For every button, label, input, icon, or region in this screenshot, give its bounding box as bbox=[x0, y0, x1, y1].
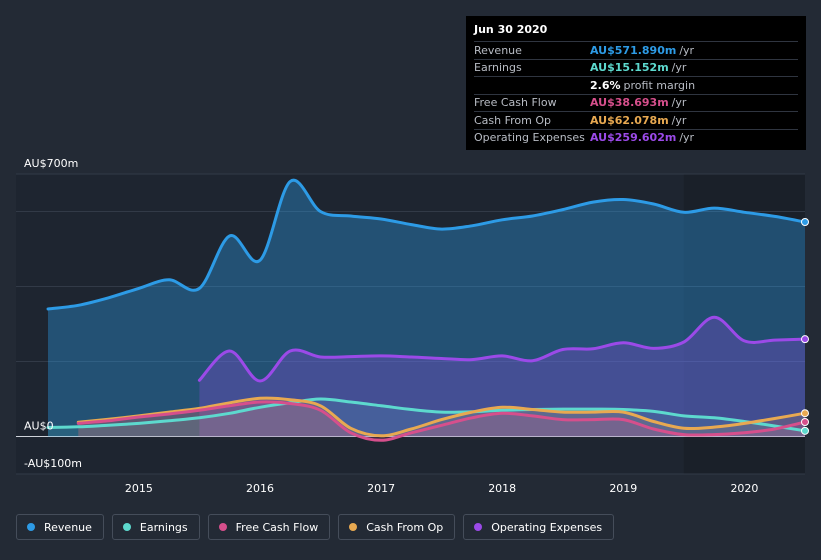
tooltip-unit: /yr bbox=[671, 61, 687, 75]
tooltip-row-free-cash-flow: Free Cash Flow AU$38.693m /yr bbox=[474, 93, 798, 112]
tooltip-panel: Jun 30 2020 Revenue AU$571.890m /yr Earn… bbox=[466, 16, 806, 150]
x-axis-tick-label: 2018 bbox=[488, 482, 516, 495]
x-axis-tick-label: 2019 bbox=[609, 482, 637, 495]
tooltip-value: AU$38.693m bbox=[590, 96, 669, 110]
revenue-line bbox=[46, 178, 807, 311]
revenue-end-point bbox=[801, 218, 809, 226]
series-lines bbox=[46, 178, 807, 442]
tooltip-value: AU$571.890m bbox=[590, 43, 677, 57]
operating-expenses-line bbox=[197, 315, 807, 383]
legend: Revenue Earnings Free Cash Flow Cash Fro… bbox=[16, 514, 622, 540]
earnings-end-point bbox=[801, 426, 809, 435]
legend-dot-icon bbox=[122, 523, 131, 531]
x-axis-tick-label: 2015 bbox=[125, 482, 153, 495]
cash-from-op-line bbox=[76, 396, 807, 438]
tooltip-label: Free Cash Flow bbox=[474, 96, 557, 110]
tooltip-unit: profit margin bbox=[623, 78, 696, 92]
tooltip-unit: /yr bbox=[679, 43, 695, 57]
tooltip-value: 2.6% bbox=[590, 78, 621, 92]
tooltip-row-revenue: Revenue AU$571.890m /yr bbox=[474, 41, 798, 59]
legend-item-cash-from-op[interactable]: Cash From Op bbox=[338, 514, 456, 540]
legend-dot-icon bbox=[218, 523, 227, 531]
legend-item-earnings[interactable]: Earnings bbox=[111, 514, 200, 540]
tooltip-label: Operating Expenses bbox=[474, 131, 585, 145]
legend-label: Revenue bbox=[44, 520, 92, 534]
tooltip-value: AU$15.152m bbox=[590, 61, 669, 75]
cash-from-op-end-point bbox=[801, 409, 809, 418]
operating-expenses-area bbox=[199, 317, 805, 437]
tooltip-row-operating-expenses: Operating Expenses AU$259.602m /yr bbox=[474, 128, 798, 147]
tooltip-row-cash-from-op: Cash From Op AU$62.078m /yr bbox=[474, 111, 798, 129]
revenue-area bbox=[48, 180, 805, 437]
free-cash-flow-area bbox=[78, 401, 805, 441]
tooltip-row-profit-margin: 2.6% profit margin bbox=[474, 76, 798, 94]
legend-label: Free Cash Flow bbox=[235, 520, 319, 534]
legend-item-free-cash-flow[interactable]: Free Cash Flow bbox=[207, 514, 331, 540]
legend-item-revenue[interactable]: Revenue bbox=[16, 514, 104, 540]
x-axis-tick-label: 2017 bbox=[367, 482, 395, 495]
gridlines bbox=[16, 173, 805, 475]
y-axis-label: AU$0 bbox=[24, 420, 54, 433]
legend-label: Cash From Op bbox=[366, 520, 444, 534]
x-axis-tick-label: 2016 bbox=[246, 482, 274, 495]
tooltip-label: Cash From Op bbox=[474, 113, 552, 127]
tooltip-row-earnings: Earnings AU$15.152m /yr bbox=[474, 58, 798, 77]
series-end-markers bbox=[801, 218, 809, 435]
x-axis-tick-labels: 2015 2016 2017 2018 2019 2020 bbox=[125, 482, 759, 495]
legend-label: Operating Expenses bbox=[491, 520, 603, 534]
tooltip-date: Jun 30 2020 bbox=[474, 23, 548, 36]
legend-item-operating-expenses[interactable]: Operating Expenses bbox=[463, 514, 615, 540]
y-axis-label: AU$700m bbox=[24, 157, 78, 170]
legend-dot-icon bbox=[474, 523, 483, 531]
tooltip-unit: /yr bbox=[671, 113, 687, 127]
legend-label: Earnings bbox=[139, 520, 188, 534]
tooltip-value: AU$62.078m bbox=[590, 113, 669, 127]
operating-expenses-end-point bbox=[801, 335, 809, 344]
tooltip-unit: /yr bbox=[679, 131, 695, 145]
earnings-area bbox=[48, 398, 805, 437]
tooltip-unit: /yr bbox=[671, 96, 687, 110]
y-axis-label: -AU$100m bbox=[24, 457, 82, 470]
legend-dot-icon bbox=[349, 523, 358, 531]
earnings-line bbox=[46, 397, 807, 433]
legend-dot-icon bbox=[27, 523, 35, 531]
series-areas bbox=[48, 180, 805, 441]
free-cash-flow-end-point bbox=[801, 417, 809, 426]
x-axis-tick-label: 2020 bbox=[730, 482, 758, 495]
tooltip-value: AU$259.602m bbox=[590, 131, 677, 145]
y-axis-labels: AU$700m AU$0 -AU$100m bbox=[24, 157, 82, 470]
tooltip-label: Revenue bbox=[474, 43, 522, 57]
tooltip-label: Earnings bbox=[474, 61, 522, 75]
free-cash-flow-line bbox=[76, 400, 807, 442]
